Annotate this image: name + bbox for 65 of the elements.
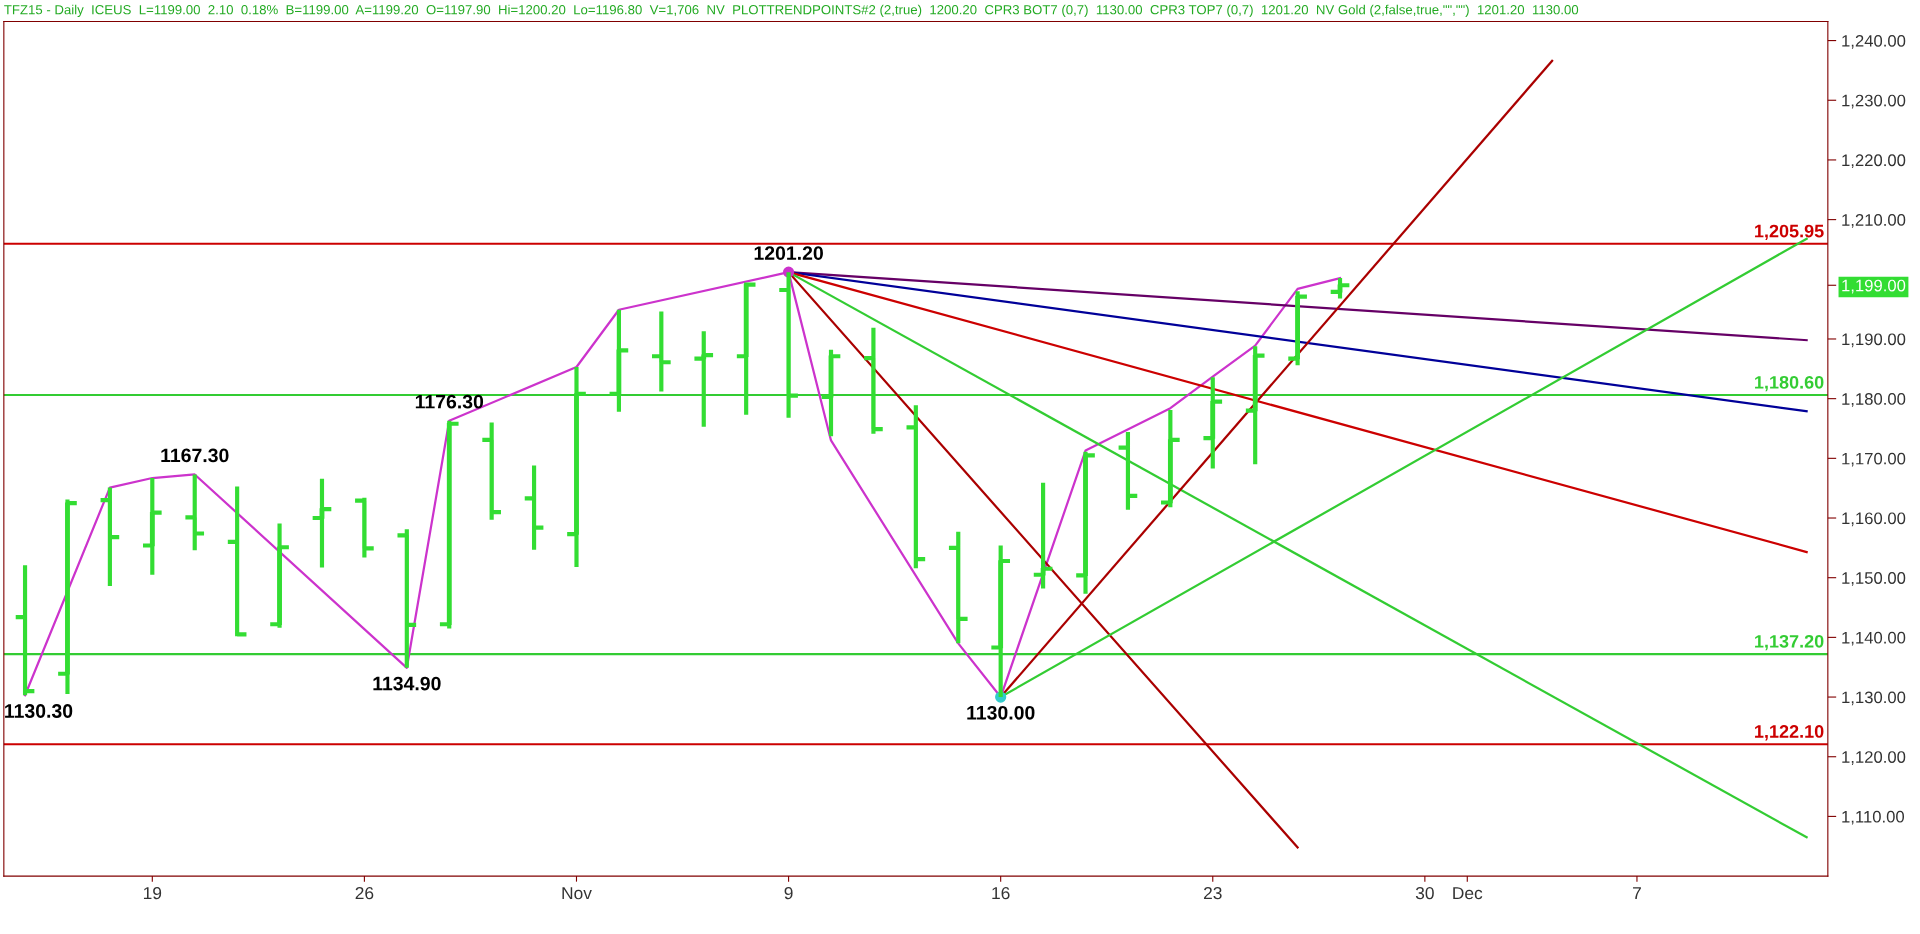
- candlestick: [310, 476, 334, 570]
- candlestick: [395, 527, 419, 670]
- candlestick: [352, 495, 376, 560]
- candlestick: [1031, 480, 1055, 591]
- annotation: 1201.20: [754, 246, 823, 260]
- annotation: 1176.30: [415, 394, 484, 409]
- candlestick: [98, 485, 122, 589]
- annotation: 1167.30: [161, 448, 229, 463]
- candlestick: [183, 472, 207, 553]
- candlestick: [1243, 344, 1267, 467]
- candlestick: [819, 347, 843, 439]
- candlestick: [692, 329, 716, 429]
- y-tick-label: 1,190.00: [1842, 333, 1906, 348]
- y-tick-label: 1,140.00: [1842, 631, 1906, 646]
- candlestick: [225, 484, 249, 639]
- annotation: 1130.00: [967, 705, 1035, 720]
- ref-line-label: 1,137.20: [1755, 634, 1824, 651]
- candlestick: [734, 282, 758, 417]
- candlestick: [607, 307, 631, 414]
- x-tick-label: Dec: [1453, 887, 1483, 900]
- candlestick: [1158, 407, 1182, 510]
- y-tick-label: 1,220.00: [1842, 154, 1906, 169]
- candlestick: [56, 497, 79, 697]
- annotation: 1130.30: [5, 704, 73, 718]
- x-tick-label: 26: [355, 886, 374, 900]
- candlestick: [862, 325, 885, 436]
- candlestick: [946, 529, 970, 646]
- ref-line-label: 1,180.60: [1755, 375, 1824, 392]
- y-tick-label: 1,150.00: [1842, 572, 1906, 586]
- ref-line-label: 1,205.95: [1755, 224, 1824, 241]
- ref-line-label: 1,122.10: [1755, 725, 1824, 741]
- candlestick: [480, 420, 504, 522]
- candlestick: [522, 463, 546, 552]
- x-tick-label: 30: [1415, 886, 1434, 900]
- annotation: 1134.90: [373, 676, 441, 691]
- candlestick: [989, 543, 1013, 700]
- candlestick: [268, 521, 291, 630]
- x-tick-label: 7: [1633, 887, 1641, 900]
- y-tick-label: 1,160.00: [1842, 512, 1906, 527]
- y-tick-label: 1,170.00: [1842, 452, 1906, 467]
- candlestick: [904, 403, 928, 571]
- candlestick: [437, 418, 461, 631]
- x-tick-label: 19: [143, 886, 162, 900]
- y-tick-label: 1,130.00: [1842, 691, 1906, 706]
- y-tick-label: 1,120.00: [1842, 751, 1906, 765]
- candlestick: [1286, 289, 1310, 368]
- candlestick: [140, 475, 164, 577]
- x-tick-label: 23: [1203, 886, 1222, 900]
- x-tick-label: Nov: [562, 887, 592, 900]
- y-tick-label: 1,240.00: [1842, 34, 1906, 49]
- chart-title: TFZ15 - Daily ICEUS L=1199.00 2.10 0.18% B=1199.00 A=1199.20 O=1197.90 Hi=1200.20 Lo=1196.80 V=1,706 NV PLOTTRENDPOINTS#2 (2,true) 1200.20 CPR3 BOT7 (0,7) 1130.00 CPR3 TOP7 (0,7) 1201.20 NV Gold (2,false,true,"","") 1201.20 1130.00: [4, 4, 1579, 17]
- y-tick-label: 1,230.00: [1842, 94, 1906, 109]
- y-tick-label: 1,180.00: [1842, 393, 1906, 407]
- candlestick: [1328, 276, 1352, 301]
- candlestick: [649, 309, 673, 394]
- candlestick: [565, 364, 588, 570]
- x-tick-label: 9: [784, 886, 793, 900]
- y-tick-label: 1,110.00: [1842, 810, 1905, 825]
- candlestick: [13, 563, 37, 698]
- candlestick: [1074, 449, 1097, 596]
- x-tick-label: 16: [992, 886, 1010, 900]
- y-tick-label: 1,199.00: [1842, 279, 1906, 294]
- candlestick: [1116, 429, 1140, 512]
- y-tick-label: 1,210.00: [1842, 214, 1906, 228]
- candlestick: [1201, 375, 1225, 471]
